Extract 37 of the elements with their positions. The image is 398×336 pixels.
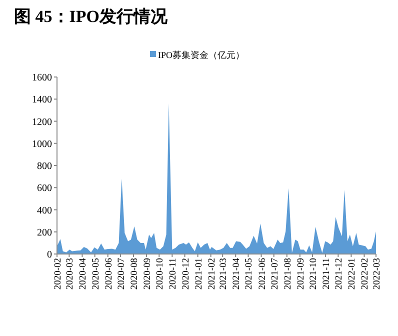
x-tick-label: 2021-08	[283, 258, 294, 290]
y-tick-label: 1600	[32, 72, 52, 84]
legend-label: IPO募集资金（亿元）	[158, 50, 245, 60]
x-tick-label: 2021-06	[258, 258, 268, 290]
x-tick-label: 2020-07	[116, 258, 127, 290]
x-tick-label: 2020-09	[143, 258, 154, 290]
x-tick-label: 2021-09	[296, 258, 306, 290]
x-tick-label: 2022-03	[372, 258, 382, 290]
y-tick-label: 400	[37, 205, 52, 216]
x-tick-label: 2022-01	[348, 258, 358, 290]
chart-title: 图 45：IPO发行情况	[14, 7, 168, 26]
x-tick-label: 2021-07	[270, 258, 280, 290]
x-tick-label: 2020-11	[168, 258, 179, 290]
y-tick-label: 200	[37, 227, 52, 238]
x-tick-label: 2020-12	[181, 258, 192, 290]
y-tick-label: 1200	[32, 116, 52, 128]
x-tick-label: 2021-01	[194, 258, 204, 290]
y-tick-label: 0	[47, 250, 52, 260]
x-tick-label: 2021-11	[322, 258, 332, 290]
y-tick-label: 1000	[32, 138, 52, 150]
x-tick-label: 2020-02	[54, 258, 64, 290]
x-tick-label: 2021-12	[334, 258, 345, 290]
x-tick-label: 2022-02	[360, 258, 371, 290]
x-tick-label: 2021-03	[219, 258, 230, 290]
x-tick-label: 2020-05	[91, 258, 102, 290]
x-tick-label: 2020-10	[156, 258, 166, 290]
x-tick-label: 2021-04	[232, 258, 242, 290]
x-tick-label: 2020-08	[130, 258, 140, 290]
x-tick-label: 2021-10	[309, 258, 320, 290]
x-tick-label: 2021-02	[207, 258, 218, 290]
y-tick-label: 800	[37, 161, 52, 172]
y-tick-label: 1400	[32, 94, 52, 106]
x-tick-label: 2021-05	[244, 258, 255, 290]
y-tick-label: 600	[37, 183, 52, 194]
x-tick-label: 2020-06	[104, 258, 114, 290]
x-tick-label: 2020-04	[78, 258, 89, 290]
x-tick-label: 2020-03	[66, 258, 76, 290]
